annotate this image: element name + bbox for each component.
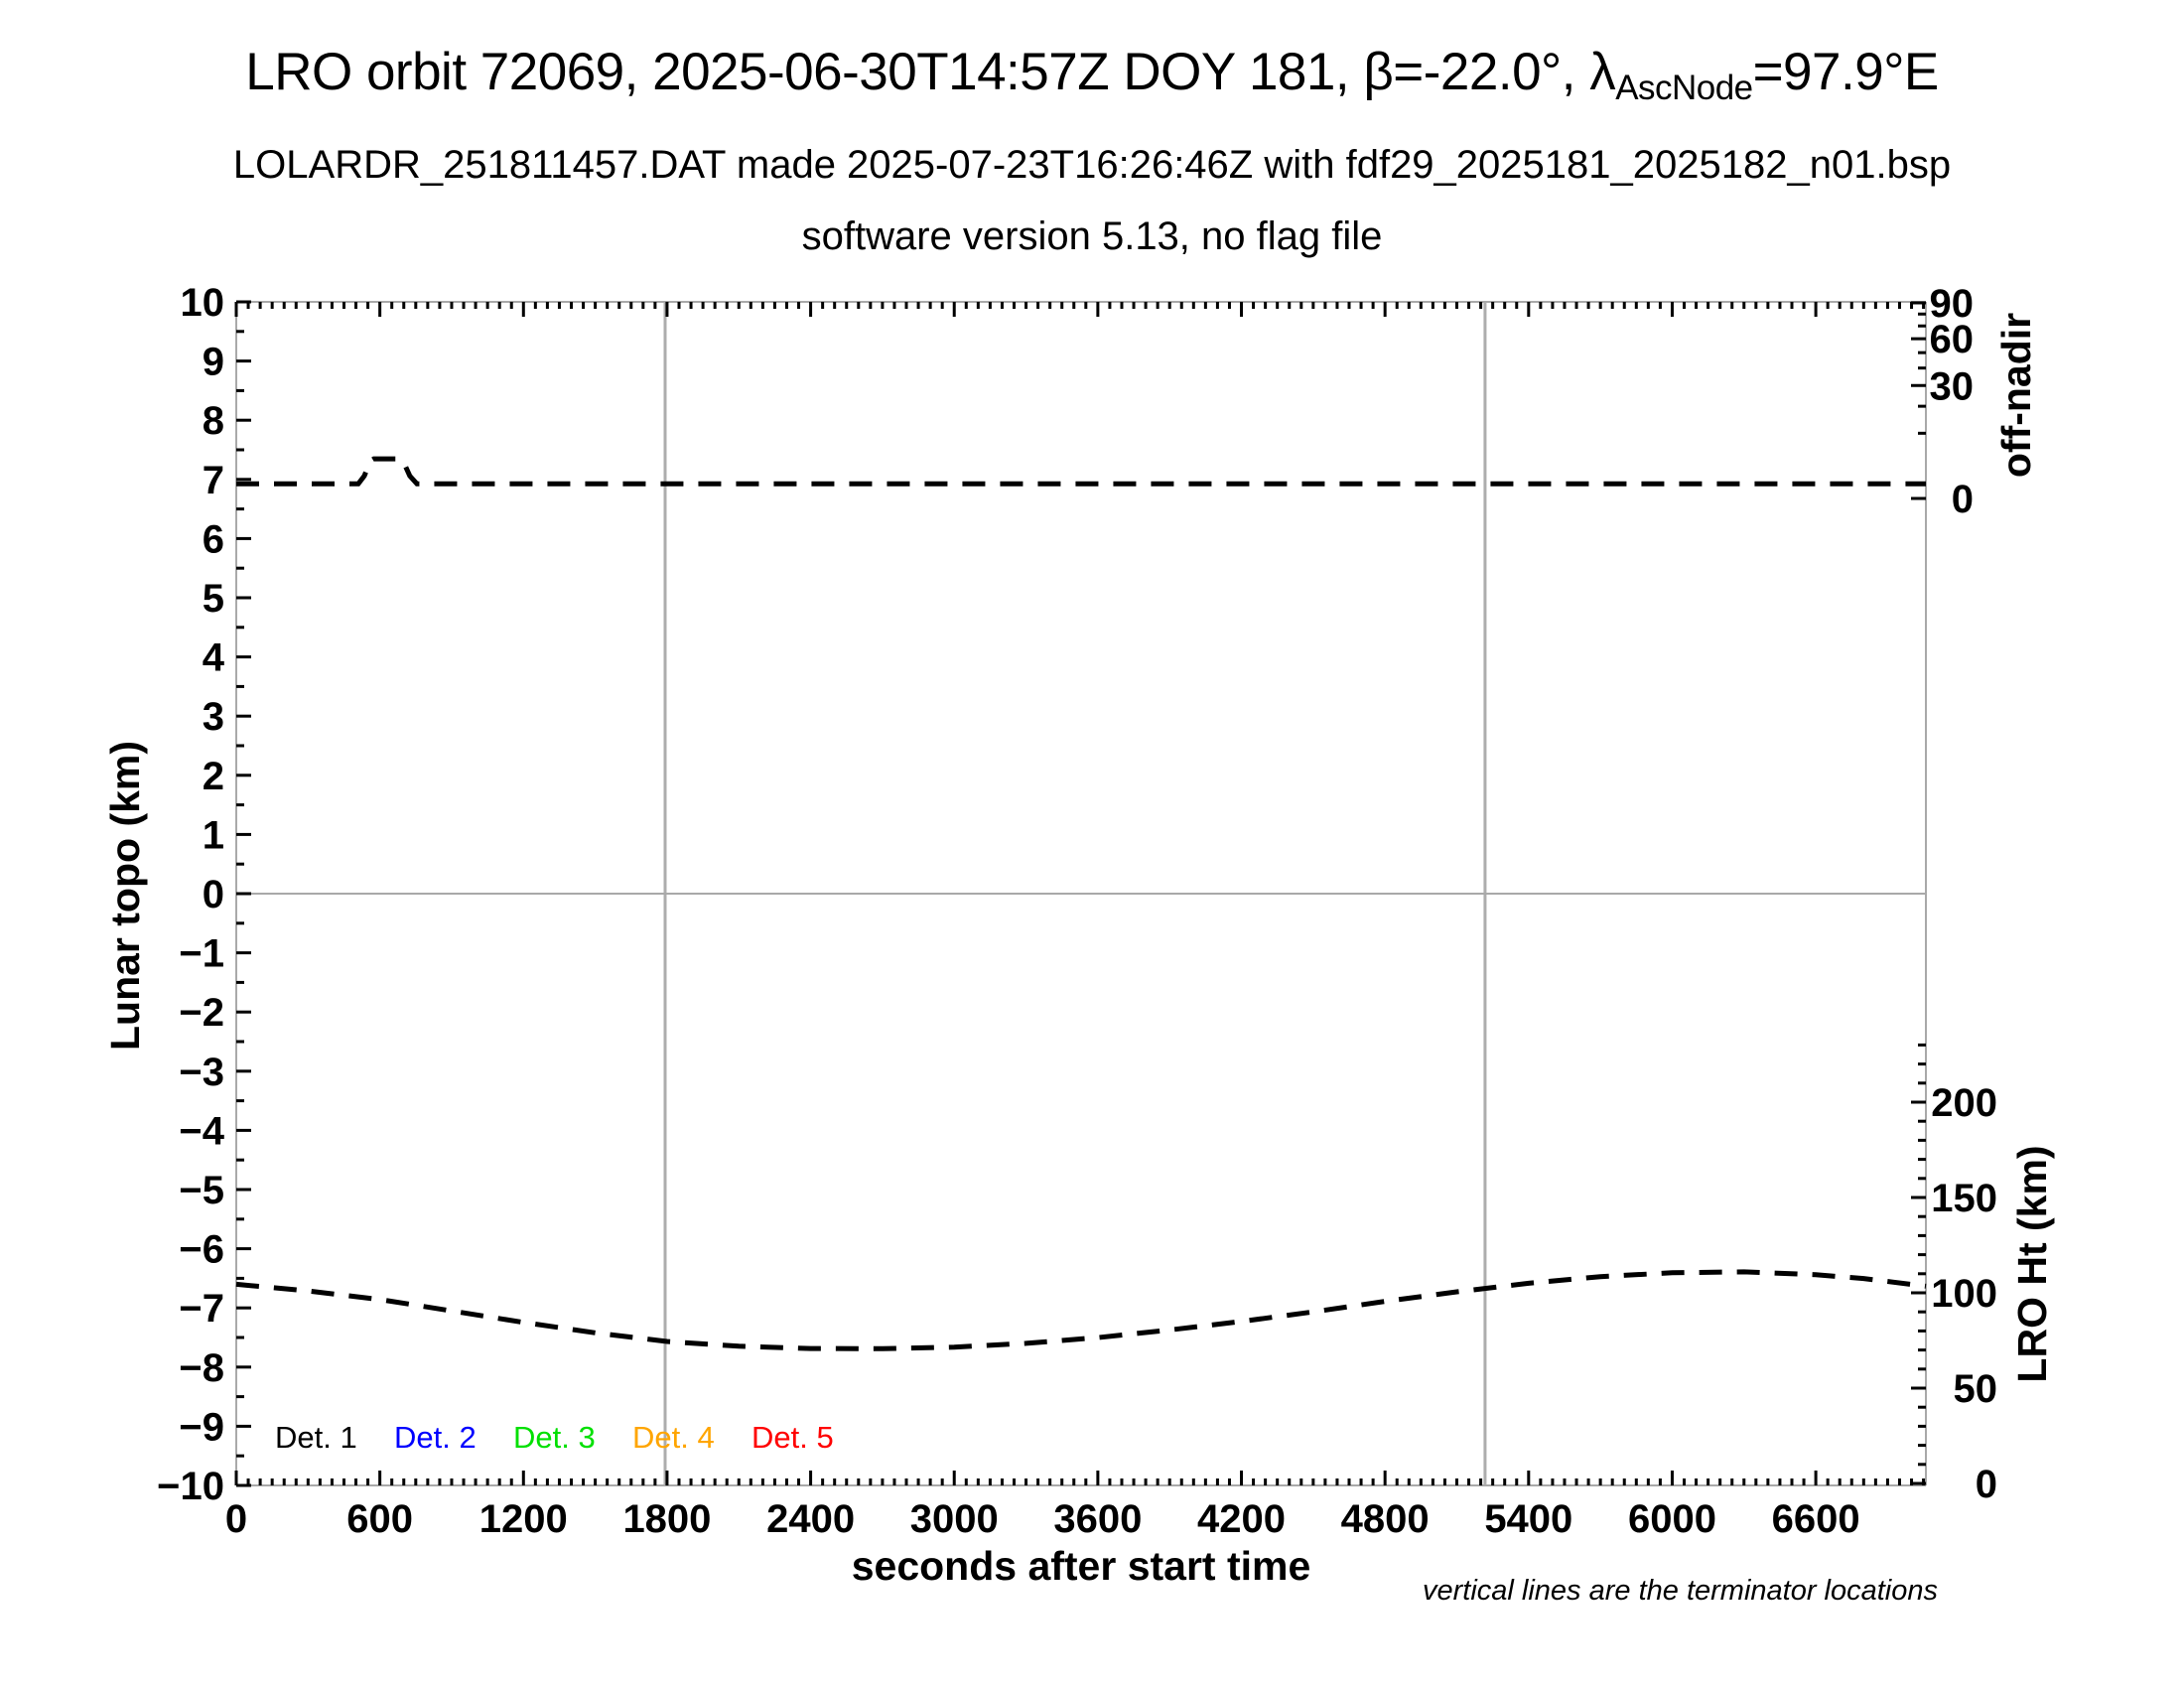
y-left-tick-label: 8 <box>203 399 224 443</box>
lro-ht-tick-label: 200 <box>1931 1081 1997 1125</box>
y-left-tick-label: 3 <box>203 695 224 739</box>
y-left-tick-label: 1 <box>203 813 224 857</box>
y-left-tick-label: −4 <box>179 1109 224 1153</box>
off-nadir-tick-label: 90 <box>1930 282 1975 326</box>
y-left-tick-label: 4 <box>203 636 225 680</box>
x-tick-label: 4800 <box>1341 1497 1430 1541</box>
legend-item-det2: Det. 2 <box>394 1420 477 1455</box>
x-axis-label: seconds after start time <box>851 1543 1311 1589</box>
subtitle-software-version: software version 5.13, no flag file <box>801 214 1383 258</box>
x-tick-label: 0 <box>225 1497 247 1541</box>
x-tick-label: 1200 <box>479 1497 568 1541</box>
y-left-tick-label: −7 <box>179 1287 224 1331</box>
y-left-tick-label: 0 <box>203 873 224 916</box>
title-main: LRO orbit 72069, 2025-06-30T14:57Z DOY 1… <box>245 43 1616 101</box>
x-tick-label: 3000 <box>910 1497 999 1541</box>
x-tick-label: 2400 <box>766 1497 855 1541</box>
off-nadir-tick-label: 60 <box>1930 318 1975 361</box>
page-title: LRO orbit 72069, 2025-06-30T14:57Z DOY 1… <box>0 42 2184 108</box>
y-axis-label-lro-ht: LRO Ht (km) <box>2009 1145 2055 1383</box>
x-tick-label: 6000 <box>1628 1497 1716 1541</box>
detector-legend: Det. 1 Det. 2 Det. 3 Det. 4 Det. 5 <box>0 1420 2184 1460</box>
y-left-tick-label: −3 <box>179 1051 224 1094</box>
x-tick-label: 5400 <box>1484 1497 1572 1541</box>
y-left-tick-label: 2 <box>203 755 224 798</box>
y-left-tick-label: 5 <box>203 577 224 621</box>
subtitle-file-info: LOLARDR_251811457.DAT made 2025-07-23T16… <box>232 143 1952 187</box>
lro-height-curve <box>235 1269 1927 1351</box>
y-axis-label-left: Lunar topo (km) <box>102 740 148 1052</box>
title-subscript: AscNode <box>1615 68 1753 107</box>
lro-ht-tick-label: 50 <box>1954 1367 1998 1411</box>
x-tick-label: 6600 <box>1772 1497 1860 1541</box>
y-left-tick-label: 9 <box>203 341 224 384</box>
off-nadir-tick-label: 0 <box>1952 478 1974 521</box>
y-left-tick-label: 10 <box>181 281 225 325</box>
y-left-tick-label: −8 <box>179 1346 224 1390</box>
y-left-tick-label: −9 <box>179 1405 224 1449</box>
y-left-tick-label: −2 <box>179 991 224 1035</box>
x-tick-label: 3600 <box>1053 1497 1142 1541</box>
legend-item-det4: Det. 4 <box>632 1420 715 1455</box>
legend-item-det1: Det. 1 <box>275 1420 357 1455</box>
title-tail: =97.9°E <box>1752 43 1940 101</box>
lro-ht-tick-label: 150 <box>1931 1177 1997 1220</box>
y-left-tick-label: −5 <box>179 1169 224 1212</box>
y-left-tick-label: −6 <box>179 1228 224 1272</box>
x-tick-label: 600 <box>346 1497 413 1541</box>
x-tick-label: 1800 <box>622 1497 711 1541</box>
legend-item-det5: Det. 5 <box>751 1420 834 1455</box>
y-left-tick-label: 6 <box>203 517 224 561</box>
legend-item-det3: Det. 3 <box>513 1420 596 1455</box>
lro-ht-tick-label: 100 <box>1931 1272 1997 1316</box>
lro-ht-tick-label: 0 <box>1976 1463 1997 1506</box>
y-left-tick-label: −1 <box>179 932 224 976</box>
terminator-footnote: vertical lines are the terminator locati… <box>1422 1575 1938 1607</box>
y-axis-label-off-nadir: off-nadir <box>1993 312 2039 479</box>
x-tick-label: 4200 <box>1197 1497 1286 1541</box>
y-left-tick-label: 7 <box>203 459 224 502</box>
y-left-tick-label: −10 <box>157 1465 224 1508</box>
off-nadir-curve <box>236 456 1926 487</box>
off-nadir-tick-label: 30 <box>1930 364 1975 408</box>
